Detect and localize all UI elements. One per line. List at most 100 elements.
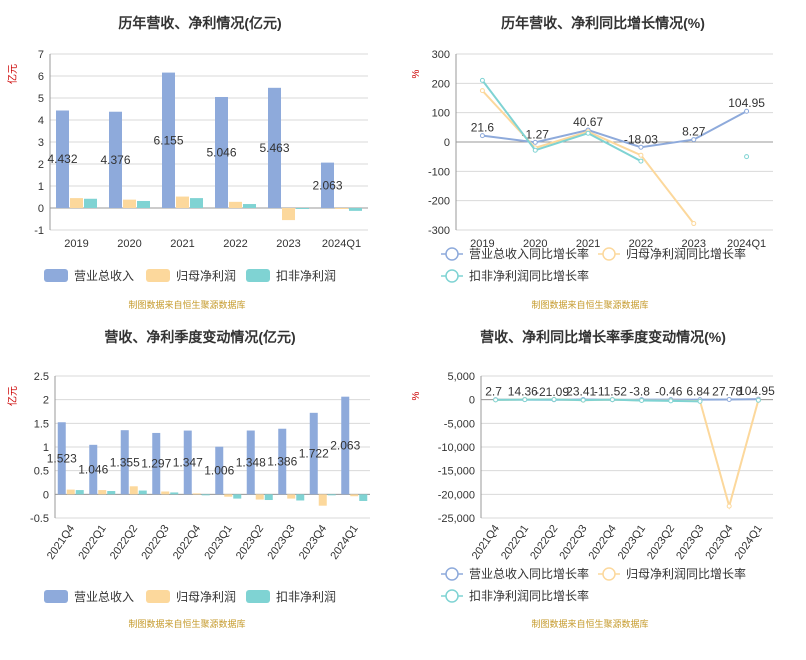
bar-deducted-profit <box>107 491 116 495</box>
line-point <box>668 398 674 404</box>
data-label: 23.41 <box>566 385 596 399</box>
legend-label: 归母净利润同比增长率 <box>626 566 746 581</box>
bar-deducted-profit <box>264 494 273 501</box>
data-label: 6.155 <box>153 133 183 147</box>
chart-title: 历年营收、净利情况(亿元) <box>118 15 281 31</box>
y-tick-label: -0.5 <box>30 513 49 525</box>
y-tick-label: -5,000 <box>444 418 475 430</box>
data-label: 5.463 <box>259 141 289 155</box>
bar-deducted-profit <box>138 490 147 495</box>
bar-net-profit <box>224 494 233 497</box>
y-tick-label: -100 <box>428 166 450 178</box>
bar-deducted-profit <box>359 494 368 501</box>
y-tick-label: 5,000 <box>447 371 475 383</box>
data-label: -21.09 <box>535 385 569 399</box>
y-tick-label: 5 <box>38 93 44 105</box>
line-point <box>638 152 644 158</box>
data-label: 1.355 <box>110 455 140 469</box>
data-label: -0.46 <box>655 385 683 399</box>
y-tick-label: -1 <box>34 225 44 237</box>
data-label: 1.297 <box>141 457 171 471</box>
bar-revenue <box>309 412 318 495</box>
legend-label: 营业总收入 <box>74 590 134 604</box>
bar-revenue <box>341 396 350 495</box>
line-point <box>609 397 615 403</box>
y-tick-label: 0 <box>38 203 44 215</box>
data-label: 4.432 <box>47 152 77 166</box>
data-label: 21.6 <box>471 121 495 135</box>
line-point <box>479 133 485 139</box>
data-label: -1.27 <box>522 127 550 141</box>
legend-label: 扣非净利润 <box>276 269 336 283</box>
legend-marker <box>602 247 616 261</box>
bar-deducted-profit <box>84 198 97 208</box>
bar-net-profit <box>318 494 327 506</box>
data-label: 1.006 <box>204 464 234 478</box>
x-tick-label: 2023Q2 <box>645 523 677 562</box>
bar-revenue <box>215 96 228 208</box>
x-tick-label: 2023Q1 <box>202 523 234 562</box>
chart-quarter_line: 营收、净利同比增长率季度变动情况(%)% -25,000 -20,000 -15,00… <box>411 329 775 629</box>
chart-annual_line: 历年营收、净利同比增长情况(%)% -300 -200 -100 0 100 200 300 2… <box>411 15 773 310</box>
bar-revenue <box>162 72 175 208</box>
x-tick-label: 2021 <box>170 238 194 250</box>
data-label: -3.8 <box>629 385 650 399</box>
data-label: -11.52 <box>594 385 627 399</box>
bar-deducted-profit <box>190 198 203 208</box>
legend-swatch <box>146 269 170 282</box>
bar-deducted-profit <box>201 494 210 496</box>
bar-net-profit <box>98 490 107 495</box>
y-tick-label: -200 <box>428 196 450 208</box>
y-tick-label: 1 <box>43 442 49 454</box>
x-tick-label: 2021 <box>576 238 600 250</box>
data-label: 104.95 <box>738 384 775 398</box>
line-point <box>585 130 591 136</box>
legend-label: 扣非净利润 <box>276 590 336 604</box>
data-label: 14.36 <box>508 385 538 399</box>
data-label: 27.78 <box>712 385 742 399</box>
x-tick-label: 2022Q4 <box>587 523 619 562</box>
bar-deducted-profit <box>75 490 84 495</box>
bar-net-profit <box>335 208 348 209</box>
line-point <box>726 503 732 509</box>
y-tick-label: 2 <box>43 395 49 407</box>
legend-label: 归母净利润 <box>176 269 236 283</box>
line-point <box>755 397 761 403</box>
y-tick-label: 100 <box>432 108 450 120</box>
data-label: 104.95 <box>728 96 765 110</box>
x-tick-label: 2022Q1 <box>499 523 531 562</box>
data-label: 40.67 <box>573 115 603 129</box>
data-label: 1.523 <box>47 451 77 465</box>
bar-deducted-profit <box>170 492 179 495</box>
line-point <box>638 158 644 164</box>
chart-title: 历年营收、净利同比增长情况(%) <box>501 15 705 31</box>
x-tick-label: 2023Q3 <box>674 523 706 562</box>
x-tick-label: 2023Q1 <box>616 523 648 562</box>
y-tick-label: 0.5 <box>34 466 49 478</box>
legend-marker <box>445 567 459 581</box>
line-series-1 <box>495 398 760 510</box>
bar-deducted-profit <box>327 494 336 496</box>
data-label: 2.7 <box>485 385 502 399</box>
data-label: 8.27 <box>682 125 706 139</box>
y-tick-label: 2 <box>38 159 44 171</box>
bar-deducted-profit <box>233 494 242 499</box>
y-tick-label: 0 <box>444 137 450 149</box>
bar-deducted-profit <box>296 494 305 501</box>
x-tick-label: 2022Q3 <box>557 523 589 562</box>
legend-marker <box>602 567 616 581</box>
data-label: 1.722 <box>299 447 329 461</box>
legend-label: 扣非净利润同比增长率 <box>469 588 589 603</box>
y-tick-label: 0 <box>469 395 475 407</box>
y-tick-label: 300 <box>432 49 450 61</box>
data-label: 1.348 <box>236 455 266 469</box>
line-series-2 <box>482 80 746 161</box>
x-tick-label: 2023Q4 <box>703 523 735 562</box>
x-tick-label: 2020 <box>523 238 547 250</box>
y-tick-label: -15,000 <box>438 466 475 478</box>
bar-deducted-profit <box>243 204 256 208</box>
line-point <box>744 108 750 114</box>
source-note: 制图数据来自恒生聚源数据库 <box>531 618 648 629</box>
